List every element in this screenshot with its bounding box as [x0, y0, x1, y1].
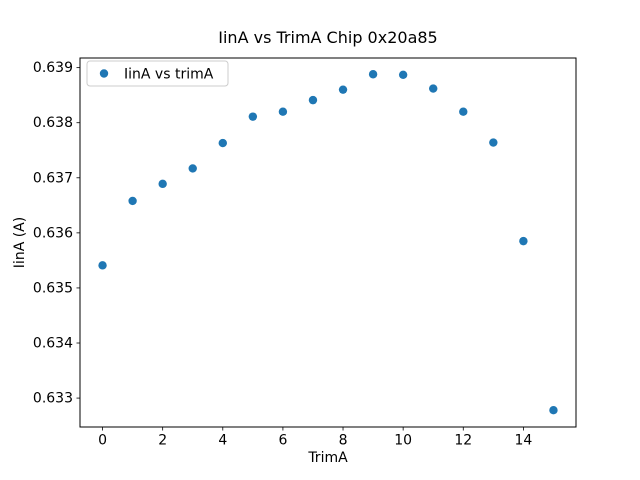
- legend-marker-icon: [99, 69, 109, 78]
- data-point: [308, 95, 318, 105]
- x-tick-label: 0: [98, 433, 107, 449]
- data-point: [278, 107, 288, 116]
- legend: IinA vs trimA: [86, 60, 229, 87]
- data-point: [429, 84, 438, 93]
- data-point: [218, 138, 227, 148]
- data-point: [459, 107, 468, 116]
- x-axis-ticks: 0 2 4 6 8 10 12 14: [98, 427, 532, 449]
- y-axis-ticks: 0.633 0.634 0.635 0.636 0.637 0.638 0.639: [33, 60, 80, 407]
- x-tick-label: 2: [158, 433, 167, 449]
- x-tick-label: 8: [339, 433, 348, 449]
- y-axis-label: IinA (A): [12, 217, 28, 268]
- x-tick-label: 6: [278, 433, 287, 449]
- plot-area: [79, 57, 577, 428]
- data-point: [158, 179, 167, 189]
- data-points: [98, 70, 558, 415]
- data-point: [368, 70, 378, 79]
- y-tick-label: 0.639: [33, 60, 73, 76]
- legend-label: IinA vs trimA: [124, 67, 214, 83]
- x-tick-label: 10: [394, 433, 412, 449]
- y-tick-label: 0.633: [33, 391, 73, 407]
- y-tick-label: 0.636: [33, 225, 73, 241]
- data-point: [248, 112, 258, 121]
- data-point: [549, 406, 558, 415]
- y-tick-label: 0.638: [33, 115, 73, 131]
- x-tick-label: 14: [514, 433, 532, 449]
- data-point: [519, 236, 528, 246]
- y-tick-label: 0.634: [33, 336, 73, 352]
- chart-title: IinA vs TrimA Chip 0x20a85: [218, 28, 437, 47]
- data-point: [98, 261, 107, 270]
- x-tick-label: 4: [218, 433, 227, 449]
- data-point: [338, 85, 348, 94]
- y-tick-label: 0.635: [33, 280, 73, 296]
- data-point: [128, 196, 137, 206]
- data-point: [398, 70, 408, 79]
- data-point: [188, 164, 197, 173]
- y-tick-label: 0.637: [33, 170, 73, 186]
- data-point: [489, 138, 498, 147]
- legend-box: [86, 60, 229, 87]
- x-axis-label: TrimA: [307, 450, 348, 466]
- x-tick-label: 12: [454, 433, 472, 449]
